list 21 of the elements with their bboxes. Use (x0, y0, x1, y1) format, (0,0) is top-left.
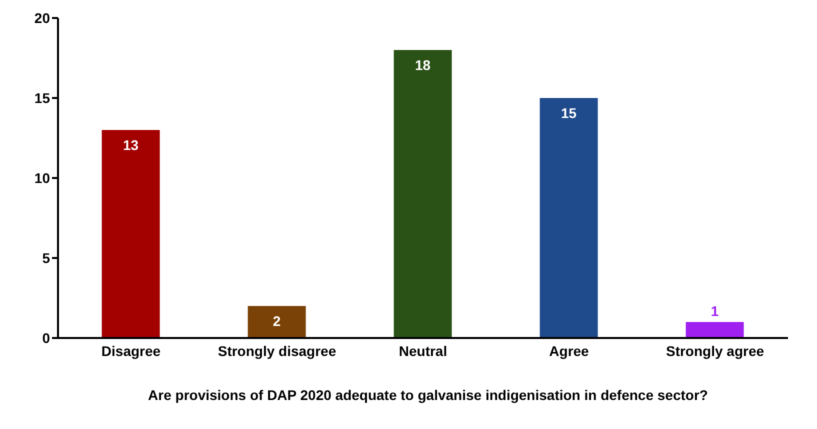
x-tick-label: Strongly disagree (218, 342, 336, 359)
y-tick-label: 10 (34, 170, 50, 186)
y-tick-label: 20 (34, 10, 50, 26)
data-label: 13 (123, 137, 139, 153)
data-label: 15 (561, 105, 577, 121)
y-tick-label: 15 (34, 90, 50, 106)
x-tick-label: Strongly agree (666, 342, 764, 359)
data-label: 18 (415, 57, 431, 73)
bar (248, 306, 306, 338)
x-axis-title: Are provisions of DAP 2020 adequate to galvanise indigenisation in defence sector? (147, 387, 709, 403)
data-label: 1 (710, 303, 719, 319)
x-tick-label: Agree (549, 342, 590, 359)
x-tick-label: Disagree (101, 342, 161, 359)
data-label: 2 (272, 313, 281, 329)
bar (540, 98, 598, 338)
y-tick-label: 0 (42, 330, 50, 346)
bar (394, 50, 452, 338)
x-tick-label: Neutral (398, 342, 448, 359)
bar (102, 130, 160, 338)
y-tick-label: 5 (42, 250, 50, 266)
bar (686, 322, 744, 338)
